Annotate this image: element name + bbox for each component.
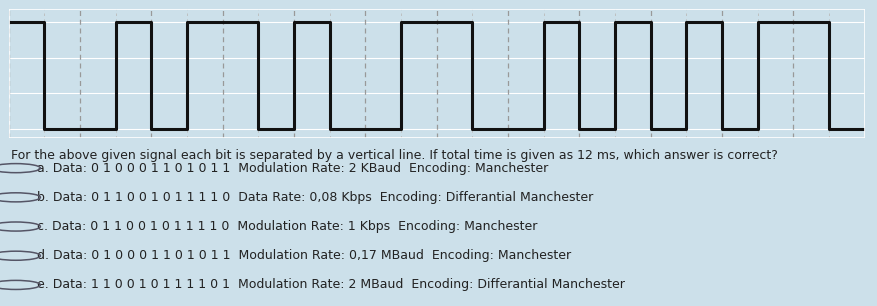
Text: For the above given signal each bit is separated by a vertical line. If total ti: For the above given signal each bit is s… bbox=[11, 149, 776, 162]
Text: c. Data: 0 1 1 0 0 1 0 1 1 1 1 0  Modulation Rate: 1 Kbps  Encoding: Manchester: c. Data: 0 1 1 0 0 1 0 1 1 1 1 0 Modulat… bbox=[37, 220, 537, 233]
Text: b. Data: 0 1 1 0 0 1 0 1 1 1 1 0  Data Rate: 0,08 Kbps  Encoding: Differantial M: b. Data: 0 1 1 0 0 1 0 1 1 1 1 0 Data Ra… bbox=[37, 191, 593, 204]
Text: a. Data: 0 1 0 0 0 1 1 0 1 0 1 1  Modulation Rate: 2 KBaud  Encoding: Manchester: a. Data: 0 1 0 0 0 1 1 0 1 0 1 1 Modulat… bbox=[37, 162, 547, 175]
Text: d. Data: 0 1 0 0 0 1 1 0 1 0 1 1  Modulation Rate: 0,17 MBaud  Encoding: Manches: d. Data: 0 1 0 0 0 1 1 0 1 0 1 1 Modulat… bbox=[37, 249, 570, 262]
Bar bbox=[9, 9, 864, 138]
Text: e. Data: 1 1 0 0 1 0 1 1 1 1 0 1  Modulation Rate: 2 MBaud  Encoding: Differanti: e. Data: 1 1 0 0 1 0 1 1 1 1 0 1 Modulat… bbox=[37, 278, 624, 291]
